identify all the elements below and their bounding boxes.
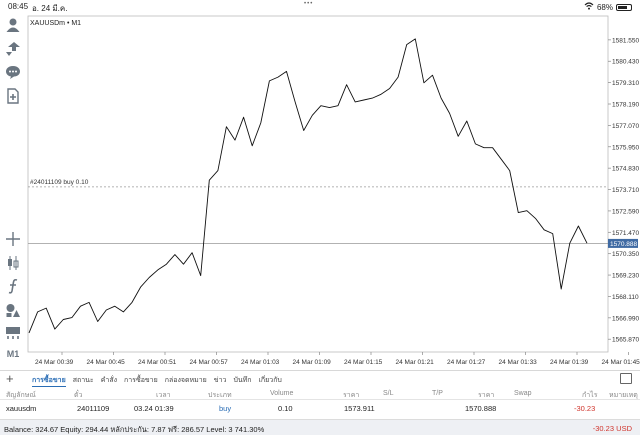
x-tick-label: 24 Mar 01:39: [550, 359, 589, 366]
y-tick-label: 1578.190: [612, 102, 639, 109]
y-tick-label: 1570.350: [612, 251, 639, 258]
header-col-1[interactable]: ตั๋ว: [74, 392, 83, 399]
user-icon[interactable]: [4, 16, 22, 34]
y-tick-label: 1571.470: [612, 230, 639, 237]
x-tick-label: 24 Mar 01:21: [396, 359, 435, 366]
function-icon[interactable]: [4, 277, 22, 295]
add-icon[interactable]: +: [6, 371, 14, 386]
left-toolbar: M1: [0, 12, 26, 367]
tab-3[interactable]: การซื้อขาย: [124, 377, 158, 384]
y-tick-label: 1574.830: [612, 166, 639, 173]
crosshair-icon[interactable]: [4, 230, 22, 248]
tab-5[interactable]: ข่าว: [213, 377, 227, 384]
shapes-icon[interactable]: [4, 301, 22, 319]
tab-0[interactable]: การซื้อขาย: [32, 375, 66, 387]
account-summary: Balance: 324.67 Equity: 294.44 หลักประกั…: [4, 425, 265, 434]
terminal-tabs: การซื้อขาย สถานะ คำสั่ง การซื้อขาย กล่องจดหม…: [32, 375, 282, 387]
tab-1[interactable]: สถานะ: [72, 377, 94, 384]
row-profit: -30.23: [574, 404, 596, 413]
row-volume: 0.10: [278, 404, 293, 413]
x-tick-label: 24 Mar 01:09: [293, 359, 332, 366]
x-tick-label: 24 Mar 01:33: [499, 359, 538, 366]
status-time: 08:45: [8, 2, 29, 11]
y-tick-label: 1577.070: [612, 123, 639, 130]
header-col-10[interactable]: กำไร: [582, 392, 598, 399]
trade-arrows-icon[interactable]: [4, 40, 22, 58]
row-type: buy: [219, 404, 232, 413]
symbol-label: XAUUSDm • M1: [30, 20, 81, 27]
current-price-label: 1570.888: [610, 241, 637, 248]
y-tick-label: 1575.950: [612, 144, 639, 151]
y-tick-label: 1579.310: [612, 80, 639, 87]
y-tick-label: 1569.230: [612, 273, 639, 280]
positions-table-header: สัญลักษณ์ ตั๋ว เวลา ประเภท Volume ราคา S/L T/P ร…: [0, 388, 640, 400]
y-tick-label: 1572.590: [612, 208, 639, 215]
header-col-11[interactable]: หมายเหตุ: [609, 392, 638, 399]
y-tick-label: 1581.550: [612, 37, 639, 44]
total-profit: -30.23: [592, 424, 614, 433]
x-tick-label: 24 Mar 01:27: [447, 359, 486, 366]
battery-icon: [616, 3, 632, 11]
status-bar: 08:45 อ. 24 มี.ค. ••• 68%: [0, 0, 640, 13]
row-current-price: 1570.888: [465, 404, 497, 413]
tab-4[interactable]: กล่องจดหมาย: [164, 377, 207, 384]
multitask-dots[interactable]: •••: [304, 1, 314, 7]
y-tick-label: 1565.870: [612, 337, 639, 344]
y-tick-label: 1580.430: [612, 59, 639, 66]
row-ticket: 24011109: [77, 404, 110, 413]
order-line-label: #24011109 buy 0.10: [30, 179, 89, 186]
timeframe-button[interactable]: M1: [6, 349, 20, 359]
x-tick-label: 24 Mar 00:45: [87, 359, 126, 366]
chat-icon[interactable]: [4, 63, 22, 81]
add-document-icon[interactable]: [4, 87, 22, 105]
tab-2[interactable]: คำสั่ง: [100, 377, 118, 384]
y-tick-label: 1566.990: [612, 315, 639, 322]
tab-6[interactable]: บันทึก: [233, 377, 252, 384]
header-col-3[interactable]: ประเภท: [208, 392, 232, 399]
x-tick-label: 24 Mar 01:03: [241, 359, 280, 366]
status-date: อ. 24 มี.ค.: [32, 4, 68, 13]
x-tick-label: 24 Mar 00:51: [138, 359, 177, 366]
price-chart[interactable]: 1581.550 1580.430 1579.310 1578.190 1577.070…: [26, 12, 640, 370]
current-price-tag: [608, 238, 638, 248]
chart-canvas[interactable]: 1581.550 1580.430 1579.310 1578.190 1577.070…: [26, 12, 640, 370]
x-tick-label: 24 Mar 01:15: [344, 359, 383, 366]
header-col-5[interactable]: ราคา: [343, 392, 360, 399]
price-series-line: [28, 38, 588, 334]
header-col-4[interactable]: Volume: [270, 390, 294, 397]
status-right: 68%: [584, 2, 632, 12]
row-time: 03.24 01:39: [134, 404, 174, 413]
expand-panel-icon[interactable]: [620, 373, 632, 384]
header-col-7[interactable]: T/P: [432, 390, 443, 397]
balance-bar: Balance: 324.67 Equity: 294.44 หลักประกั…: [0, 419, 640, 435]
x-tick-label: 24 Mar 01:45: [602, 359, 640, 366]
wifi-icon: [584, 2, 594, 12]
header-col-2[interactable]: เวลา: [156, 392, 171, 399]
table-row[interactable]: xauusdm 24011109 03.24 01:39 buy 0.10 15…: [0, 402, 640, 416]
y-tick-label: 1573.710: [612, 187, 639, 194]
plot-frame: [27, 15, 609, 353]
x-tick-label: 24 Mar 00:57: [190, 359, 229, 366]
tab-7[interactable]: เกี่ยวกับ: [258, 377, 282, 384]
x-tick-label: 24 Mar 00:39: [35, 359, 74, 366]
header-col-9[interactable]: Swap: [514, 390, 532, 397]
bottom-toolbar: + การซื้อขาย สถานะ คำสั่ง การซื้อขาย กล่องจด…: [0, 370, 640, 387]
row-open-price: 1573.911: [344, 404, 375, 413]
battery-percent: 68%: [596, 2, 613, 12]
y-tick-label: 1568.110: [612, 294, 639, 301]
header-col-8[interactable]: ราคา: [478, 392, 495, 399]
layout-icon[interactable]: [4, 323, 22, 341]
header-col-6[interactable]: S/L: [383, 390, 394, 397]
candlestick-icon[interactable]: [4, 254, 22, 272]
row-symbol: xauusdm: [6, 404, 37, 413]
account-currency: USD: [616, 424, 632, 433]
header-col-0[interactable]: สัญลักษณ์: [6, 392, 36, 399]
